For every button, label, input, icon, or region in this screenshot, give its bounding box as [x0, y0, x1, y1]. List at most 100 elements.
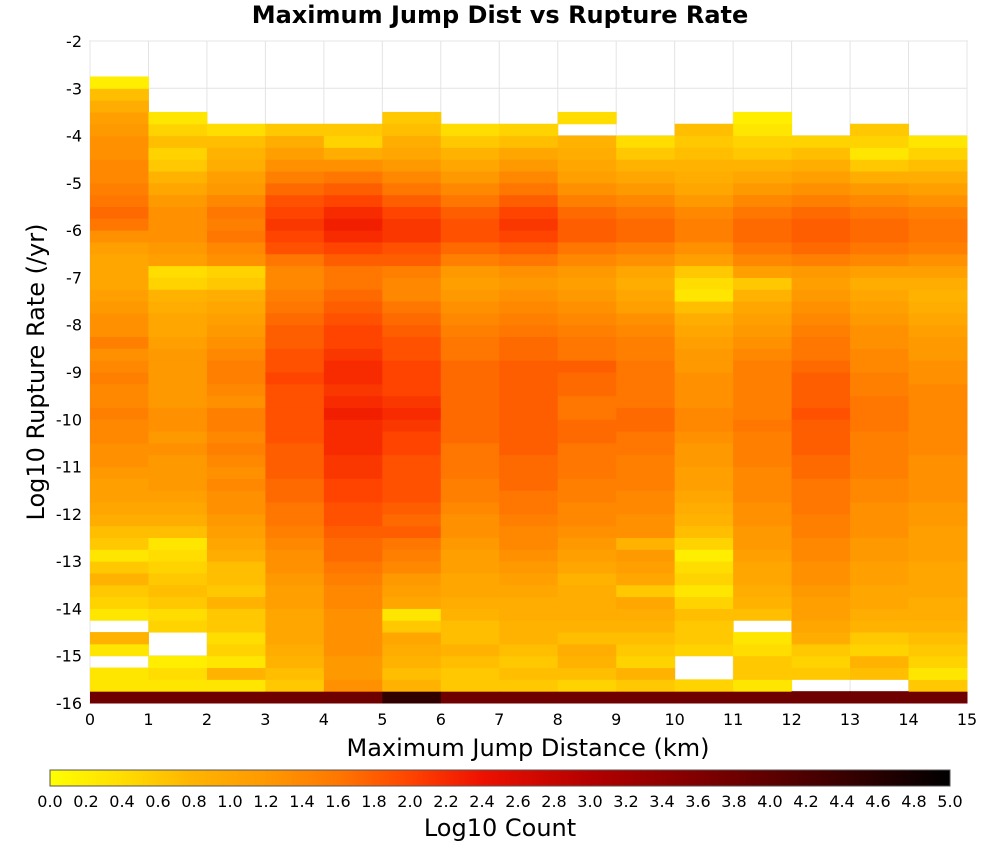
- heatmap-cell: [440, 419, 500, 432]
- heatmap-cell: [440, 383, 500, 397]
- x-tick-label: 15: [957, 710, 977, 729]
- heatmap-cell: [148, 360, 208, 373]
- heatmap-cell: [148, 123, 208, 137]
- heatmap-cell: [499, 596, 559, 609]
- heatmap-cell: [206, 679, 266, 692]
- heatmap-cell: [382, 206, 442, 219]
- heatmap-cell: [850, 454, 910, 468]
- heatmap-cell: [733, 360, 793, 373]
- heatmap-cell: [499, 419, 559, 432]
- heatmap-cell: [733, 442, 793, 456]
- heatmap-cell: [791, 691, 851, 704]
- heatmap-cell: [557, 620, 617, 633]
- heatmap-cell: [206, 490, 266, 503]
- heatmap-cell: [90, 182, 149, 196]
- heatmap-cell: [908, 312, 968, 326]
- heatmap-cell: [440, 620, 500, 633]
- heatmap-cell: [382, 336, 442, 349]
- heatmap-cell: [616, 620, 676, 633]
- heatmap-cell: [616, 241, 676, 255]
- heatmap-cell: [90, 100, 149, 113]
- heatmap-cell: [499, 289, 559, 302]
- heatmap-cell: [382, 691, 442, 704]
- heatmap-cell: [791, 265, 851, 278]
- heatmap-cell: [557, 159, 617, 172]
- heatmap-cell: [850, 561, 910, 574]
- heatmap-cell: [148, 336, 208, 349]
- heatmap-cell: [265, 478, 325, 491]
- heatmap-cell: [908, 679, 968, 692]
- heatmap-cell: [440, 584, 500, 598]
- colorbar-tick-label: 0.8: [181, 792, 206, 811]
- heatmap-cell: [323, 572, 383, 586]
- heatmap-cell: [791, 632, 851, 645]
- heatmap-cell: [206, 360, 266, 373]
- heatmap-cell: [557, 135, 617, 148]
- heatmap-cell: [206, 466, 266, 479]
- heatmap-cell: [557, 194, 617, 207]
- heatmap-cell: [733, 537, 793, 550]
- heatmap-cell: [206, 632, 266, 645]
- heatmap-cell: [440, 277, 500, 290]
- heatmap-cell: [733, 490, 793, 503]
- heatmap-cell: [382, 383, 442, 397]
- heatmap-cell: [733, 277, 793, 290]
- heatmap-cell: [499, 206, 559, 219]
- heatmap-cell: [440, 230, 500, 243]
- heatmap-cell: [908, 525, 968, 538]
- heatmap-cell: [908, 360, 968, 373]
- heatmap-cell: [557, 584, 617, 598]
- heatmap-cell: [382, 643, 442, 657]
- colorbar-tick-label: 1.2: [253, 792, 278, 811]
- y-tick-label: -16: [56, 694, 82, 713]
- heatmap-cell: [499, 561, 559, 574]
- heatmap-cell: [265, 360, 325, 373]
- heatmap-cell: [148, 620, 208, 633]
- heatmap-cell: [382, 490, 442, 503]
- heatmap-cell: [206, 289, 266, 302]
- y-axis-label: Log10 Rupture Rate (/yr): [22, 224, 50, 521]
- heatmap-cell: [557, 171, 617, 184]
- heatmap-cell: [733, 253, 793, 267]
- heatmap-cell: [206, 230, 266, 243]
- heatmap-cell: [850, 312, 910, 326]
- heatmap-cell: [148, 596, 208, 609]
- colorbar-tick-label: 4.0: [757, 792, 782, 811]
- heatmap-cell: [850, 383, 910, 397]
- heatmap-cell: [265, 691, 325, 704]
- heatmap-cell: [382, 572, 442, 586]
- heatmap-cell: [908, 218, 968, 231]
- heatmap-cell: [90, 194, 149, 207]
- heatmap-cell: [791, 572, 851, 586]
- heatmap-cell: [206, 171, 266, 184]
- heatmap-cell: [733, 230, 793, 243]
- heatmap-cell: [791, 194, 851, 207]
- heatmap-cell: [908, 324, 968, 338]
- x-axis-ticks: 0 1 2 3 4 5 6 7 8 9 10 11 12 13 14 15: [85, 710, 977, 729]
- heatmap-cell: [850, 182, 910, 196]
- heatmap-cell: [323, 466, 383, 479]
- heatmap-cell: [206, 442, 266, 456]
- heatmap-cell: [323, 348, 383, 361]
- heatmap-cell: [265, 301, 325, 314]
- heatmap-cell: [557, 230, 617, 243]
- x-tick-label: 6: [436, 710, 446, 729]
- heatmap-cell: [265, 336, 325, 349]
- heatmap-cell: [148, 348, 208, 361]
- x-tick-label: 5: [377, 710, 387, 729]
- heatmap-cell: [206, 419, 266, 432]
- heatmap-cell: [90, 490, 149, 503]
- heatmap-cell: [557, 537, 617, 550]
- heatmap-cell: [265, 147, 325, 160]
- heatmap-cell: [791, 407, 851, 420]
- heatmap-cell: [733, 584, 793, 598]
- heatmap-cell: [440, 123, 500, 137]
- heatmap-cell: [323, 655, 383, 669]
- heatmap-cell: [323, 372, 383, 385]
- heatmap-cell: [733, 667, 793, 680]
- heatmap-cell: [791, 159, 851, 172]
- heatmap-cell: [440, 147, 500, 160]
- heatmap-cell: [440, 454, 500, 468]
- y-tick-label: -3: [66, 79, 82, 98]
- heatmap-cell: [791, 147, 851, 160]
